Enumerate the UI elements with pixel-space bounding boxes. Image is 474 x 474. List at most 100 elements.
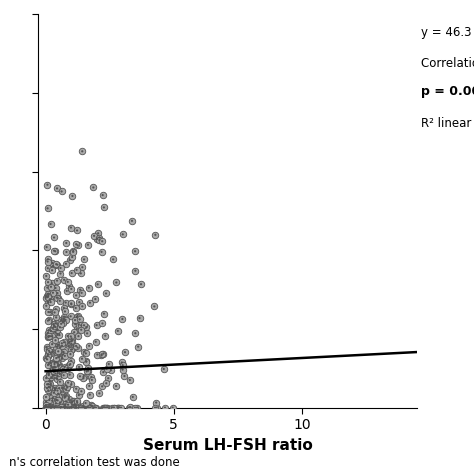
Point bbox=[68, 404, 76, 411]
Point bbox=[49, 404, 56, 411]
Point bbox=[93, 235, 101, 243]
Point bbox=[42, 404, 50, 411]
Point bbox=[53, 404, 60, 411]
Point bbox=[54, 404, 62, 411]
Point bbox=[49, 404, 56, 411]
Point bbox=[127, 403, 134, 411]
Point bbox=[71, 316, 79, 324]
Point bbox=[66, 256, 73, 264]
Point bbox=[108, 404, 116, 411]
Point bbox=[54, 397, 62, 404]
Point bbox=[45, 327, 53, 334]
Point bbox=[43, 384, 51, 392]
Point bbox=[62, 299, 70, 306]
Point bbox=[60, 304, 68, 311]
Point bbox=[69, 398, 76, 405]
Point bbox=[75, 332, 82, 340]
Point bbox=[66, 404, 74, 411]
Point bbox=[131, 247, 139, 255]
Point bbox=[42, 294, 49, 301]
Point bbox=[58, 384, 66, 392]
Point bbox=[52, 247, 59, 255]
Point bbox=[46, 377, 53, 385]
Point bbox=[85, 404, 93, 411]
Point bbox=[53, 404, 61, 411]
Point bbox=[68, 346, 76, 353]
Point bbox=[102, 380, 110, 387]
Point bbox=[83, 329, 91, 337]
Point bbox=[75, 332, 82, 340]
Point bbox=[43, 404, 50, 411]
Point bbox=[68, 404, 76, 411]
Point bbox=[81, 404, 89, 411]
Point bbox=[73, 404, 81, 411]
Point bbox=[58, 355, 66, 362]
Point bbox=[62, 404, 70, 411]
Point bbox=[49, 364, 57, 371]
Point bbox=[42, 404, 50, 411]
Point bbox=[77, 326, 85, 334]
Point bbox=[46, 404, 53, 411]
Point bbox=[55, 404, 63, 411]
Point bbox=[54, 404, 62, 411]
Point bbox=[49, 404, 56, 411]
Point bbox=[43, 384, 51, 392]
Point bbox=[63, 248, 70, 256]
Point bbox=[51, 366, 59, 374]
Point bbox=[42, 398, 50, 406]
Text: n's correlation test was done: n's correlation test was done bbox=[9, 456, 180, 469]
Point bbox=[67, 224, 75, 231]
Point bbox=[52, 404, 60, 411]
Point bbox=[91, 295, 99, 303]
Point bbox=[119, 230, 127, 238]
Point bbox=[43, 381, 51, 388]
Point bbox=[115, 404, 123, 411]
Point bbox=[45, 332, 52, 340]
Point bbox=[53, 396, 60, 404]
Point bbox=[51, 386, 59, 393]
Point bbox=[80, 321, 88, 329]
Point bbox=[60, 338, 68, 346]
Point bbox=[103, 404, 111, 411]
Point bbox=[55, 354, 62, 361]
Point bbox=[46, 404, 54, 411]
Point bbox=[87, 401, 95, 409]
Point bbox=[137, 281, 145, 288]
Point bbox=[136, 314, 143, 322]
Point bbox=[44, 329, 52, 337]
Point bbox=[43, 404, 51, 411]
Point bbox=[84, 364, 92, 372]
Point bbox=[47, 374, 55, 381]
Point bbox=[83, 404, 91, 411]
Point bbox=[62, 404, 69, 411]
Point bbox=[65, 283, 73, 290]
Point bbox=[50, 404, 58, 411]
Point bbox=[104, 374, 112, 382]
Point bbox=[115, 404, 122, 411]
Point bbox=[53, 375, 61, 383]
Point bbox=[100, 404, 108, 411]
Point bbox=[43, 404, 51, 411]
Point bbox=[42, 354, 50, 362]
Point bbox=[78, 289, 85, 297]
Point bbox=[50, 372, 58, 379]
Point bbox=[74, 241, 82, 249]
Point bbox=[59, 404, 67, 411]
Point bbox=[104, 374, 112, 382]
Point bbox=[43, 404, 50, 411]
Point bbox=[44, 352, 51, 360]
Point bbox=[61, 352, 69, 360]
Point bbox=[66, 404, 74, 411]
Point bbox=[64, 401, 72, 409]
Point bbox=[43, 404, 50, 411]
Point bbox=[134, 343, 142, 350]
Point bbox=[55, 341, 62, 348]
Point bbox=[83, 368, 91, 375]
Point bbox=[61, 404, 68, 411]
Point bbox=[46, 404, 54, 411]
Point bbox=[58, 188, 65, 195]
Point bbox=[79, 147, 86, 155]
Point bbox=[79, 264, 86, 271]
Point bbox=[48, 332, 55, 340]
Point bbox=[59, 365, 67, 373]
